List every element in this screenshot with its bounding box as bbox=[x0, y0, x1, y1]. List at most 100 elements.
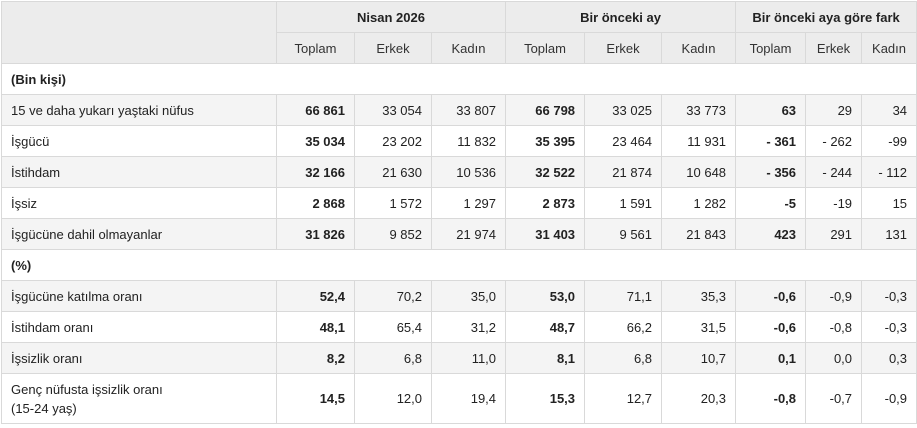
cell-value: 32 166 bbox=[276, 156, 355, 188]
cell-value: 35,3 bbox=[661, 280, 737, 312]
cell-value: 423 bbox=[735, 218, 807, 250]
cell-value: 1 297 bbox=[430, 187, 507, 219]
cell-value: 53,0 bbox=[505, 280, 586, 312]
cell-value: 12,7 bbox=[584, 373, 663, 424]
cell-value: 29 bbox=[805, 94, 863, 126]
cell-value: -0,7 bbox=[805, 373, 863, 424]
cell-value: 33 054 bbox=[354, 94, 432, 126]
cell-value: -0,8 bbox=[735, 373, 807, 424]
cell-value: 66,2 bbox=[584, 311, 663, 343]
cell-value: 70,2 bbox=[354, 280, 432, 312]
cell-value: 21 843 bbox=[661, 218, 737, 250]
table-row: İşsiz 2 868 1 572 1 297 2 873 1 591 1 28… bbox=[1, 187, 917, 219]
cell-value: -0,9 bbox=[805, 280, 863, 312]
cell-value: -0,3 bbox=[861, 311, 917, 343]
group-header-current-month: Nisan 2026 bbox=[275, 1, 507, 33]
cell-value: 66 798 bbox=[505, 94, 586, 126]
cell-value: 131 bbox=[861, 218, 917, 250]
table-row: İstihdam oranı 48,1 65,4 31,2 48,7 66,2 … bbox=[1, 311, 917, 343]
row-label: Genç nüfusta işsizlik oranı (15-24 yaş) bbox=[1, 373, 277, 424]
section-title: (Bin kişi) bbox=[0, 63, 917, 95]
cell-value: 71,1 bbox=[584, 280, 663, 312]
cell-value: 19,4 bbox=[430, 373, 507, 424]
cell-value: - 361 bbox=[735, 125, 807, 157]
row-label: 15 ve daha yukarı yaştaki nüfus bbox=[1, 94, 277, 126]
cell-value: 23 202 bbox=[354, 125, 432, 157]
cell-value: 0,3 bbox=[861, 342, 917, 374]
cell-value: 48,1 bbox=[276, 311, 355, 343]
cell-value: 11,0 bbox=[430, 342, 507, 374]
cell-value: 6,8 bbox=[584, 342, 663, 374]
cell-value: 35 034 bbox=[276, 125, 355, 157]
cell-value: 15,3 bbox=[505, 373, 586, 424]
cell-value: 291 bbox=[805, 218, 863, 250]
subheader-male: Erkek bbox=[354, 32, 432, 64]
cell-value: 1 572 bbox=[354, 187, 432, 219]
table-row: İstihdam 32 166 21 630 10 536 32 522 21 … bbox=[1, 156, 917, 188]
subheader-total: Toplam bbox=[276, 32, 355, 64]
table-row: 15 ve daha yukarı yaştaki nüfus 66 861 3… bbox=[1, 94, 917, 126]
cell-value: -0,9 bbox=[861, 373, 917, 424]
cell-value: 66 861 bbox=[276, 94, 355, 126]
cell-value: 10,7 bbox=[661, 342, 737, 374]
cell-value: - 356 bbox=[735, 156, 807, 188]
cell-value: 0,1 bbox=[735, 342, 807, 374]
cell-value: 31,5 bbox=[661, 311, 737, 343]
cell-value: 8,2 bbox=[276, 342, 355, 374]
cell-value: 33 773 bbox=[661, 94, 737, 126]
cell-value: - 262 bbox=[805, 125, 863, 157]
cell-value: 35,0 bbox=[430, 280, 507, 312]
cell-value: 52,4 bbox=[276, 280, 355, 312]
subheader-male: Erkek bbox=[805, 32, 863, 64]
cell-value: 15 bbox=[861, 187, 917, 219]
header-corner bbox=[1, 1, 277, 64]
cell-value: -0,6 bbox=[735, 280, 807, 312]
cell-value: 8,1 bbox=[505, 342, 586, 374]
cell-value: 20,3 bbox=[661, 373, 737, 424]
cell-value: 31 403 bbox=[505, 218, 586, 250]
cell-value: -0,8 bbox=[805, 311, 863, 343]
cell-value: 2 873 bbox=[505, 187, 586, 219]
table-row: İşsizlik oranı 8,2 6,8 11,0 8,1 6,8 10,7… bbox=[1, 342, 917, 374]
cell-value: -99 bbox=[861, 125, 917, 157]
cell-value: 23 464 bbox=[584, 125, 663, 157]
table-row: Genç nüfusta işsizlik oranı (15-24 yaş) 1… bbox=[1, 373, 917, 424]
table-row: İşgücü 35 034 23 202 11 832 35 395 23 46… bbox=[1, 125, 917, 157]
row-label: İşsiz bbox=[1, 187, 277, 219]
cell-value: 34 bbox=[861, 94, 917, 126]
group-header-previous-month: Bir önceki ay bbox=[505, 1, 737, 33]
cell-value: 6,8 bbox=[354, 342, 432, 374]
cell-value: 35 395 bbox=[505, 125, 586, 157]
cell-value: 10 536 bbox=[430, 156, 507, 188]
cell-value: 11 931 bbox=[661, 125, 737, 157]
cell-value: 2 868 bbox=[276, 187, 355, 219]
row-label: İşgücü bbox=[1, 125, 277, 157]
cell-value: 31,2 bbox=[430, 311, 507, 343]
row-label: İşgücüne katılma oranı bbox=[1, 280, 277, 312]
cell-value: 12,0 bbox=[354, 373, 432, 424]
cell-value: - 112 bbox=[861, 156, 917, 188]
subheader-female: Kadın bbox=[430, 32, 507, 64]
row-label-line-1: Genç nüfusta işsizlik oranı bbox=[11, 381, 163, 397]
group-header-difference: Bir önceki aya göre fark bbox=[735, 1, 917, 33]
row-label: İstihdam bbox=[1, 156, 277, 188]
cell-value: 31 826 bbox=[276, 218, 355, 250]
cell-value: 65,4 bbox=[354, 311, 432, 343]
cell-value: 14,5 bbox=[276, 373, 355, 424]
row-label: İşsizlik oranı bbox=[1, 342, 277, 374]
cell-value: 33 807 bbox=[430, 94, 507, 126]
cell-value: 63 bbox=[735, 94, 807, 126]
section-row: (%) bbox=[0, 249, 917, 281]
cell-value: 21 874 bbox=[584, 156, 663, 188]
subheader-male: Erkek bbox=[584, 32, 663, 64]
cell-value: 1 591 bbox=[584, 187, 663, 219]
cell-value: -0,6 bbox=[735, 311, 807, 343]
subheader-total: Toplam bbox=[505, 32, 586, 64]
subheader-total: Toplam bbox=[735, 32, 807, 64]
section-title: (%) bbox=[0, 249, 917, 281]
cell-value: 10 648 bbox=[661, 156, 737, 188]
cell-value: 9 561 bbox=[584, 218, 663, 250]
section-row: (Bin kişi) bbox=[0, 63, 917, 95]
row-label-line-2: (15-24 yaş) bbox=[11, 400, 77, 416]
subheader-female: Kadın bbox=[861, 32, 917, 64]
